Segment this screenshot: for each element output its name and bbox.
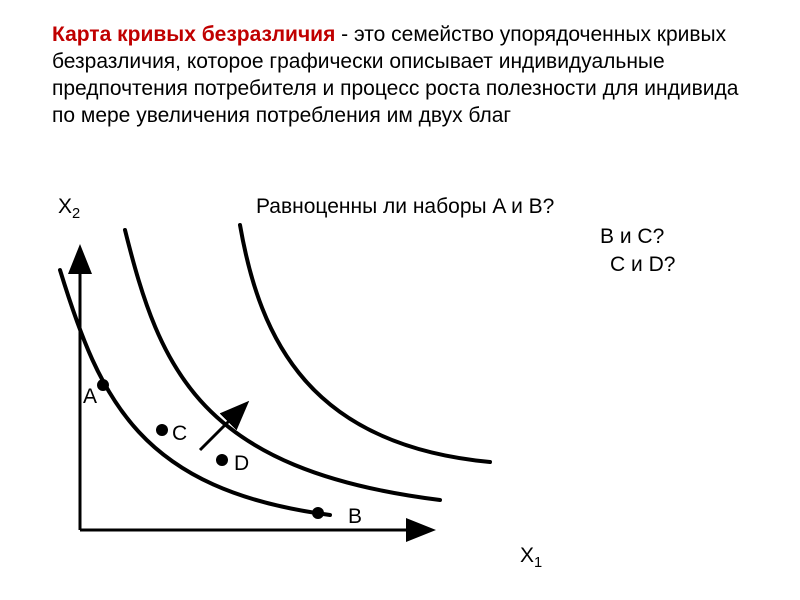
question-ab: Равноценны ли наборы A и B? (256, 195, 554, 219)
question-bc: B и C? (600, 225, 664, 249)
point-c (156, 424, 168, 436)
point-b (312, 507, 324, 519)
point-label-b: B (348, 505, 362, 529)
x-axis-label: X1 (520, 544, 542, 571)
point-a (97, 379, 109, 391)
definition-paragraph: Карта кривых безразличия - это семейство… (52, 22, 752, 130)
y-axis-label: X2 (58, 195, 80, 222)
indifference-curve-chart (50, 220, 510, 570)
point-label-d: D (234, 452, 249, 476)
question-cd: C и D? (610, 253, 675, 277)
point-label-a: A (83, 385, 97, 409)
utility-growth-arrow (200, 405, 245, 450)
indifference-curve-3 (240, 225, 490, 462)
definition-term: Карта кривых безразличия (52, 23, 335, 46)
point-d (216, 454, 228, 466)
point-label-c: C (172, 422, 187, 446)
